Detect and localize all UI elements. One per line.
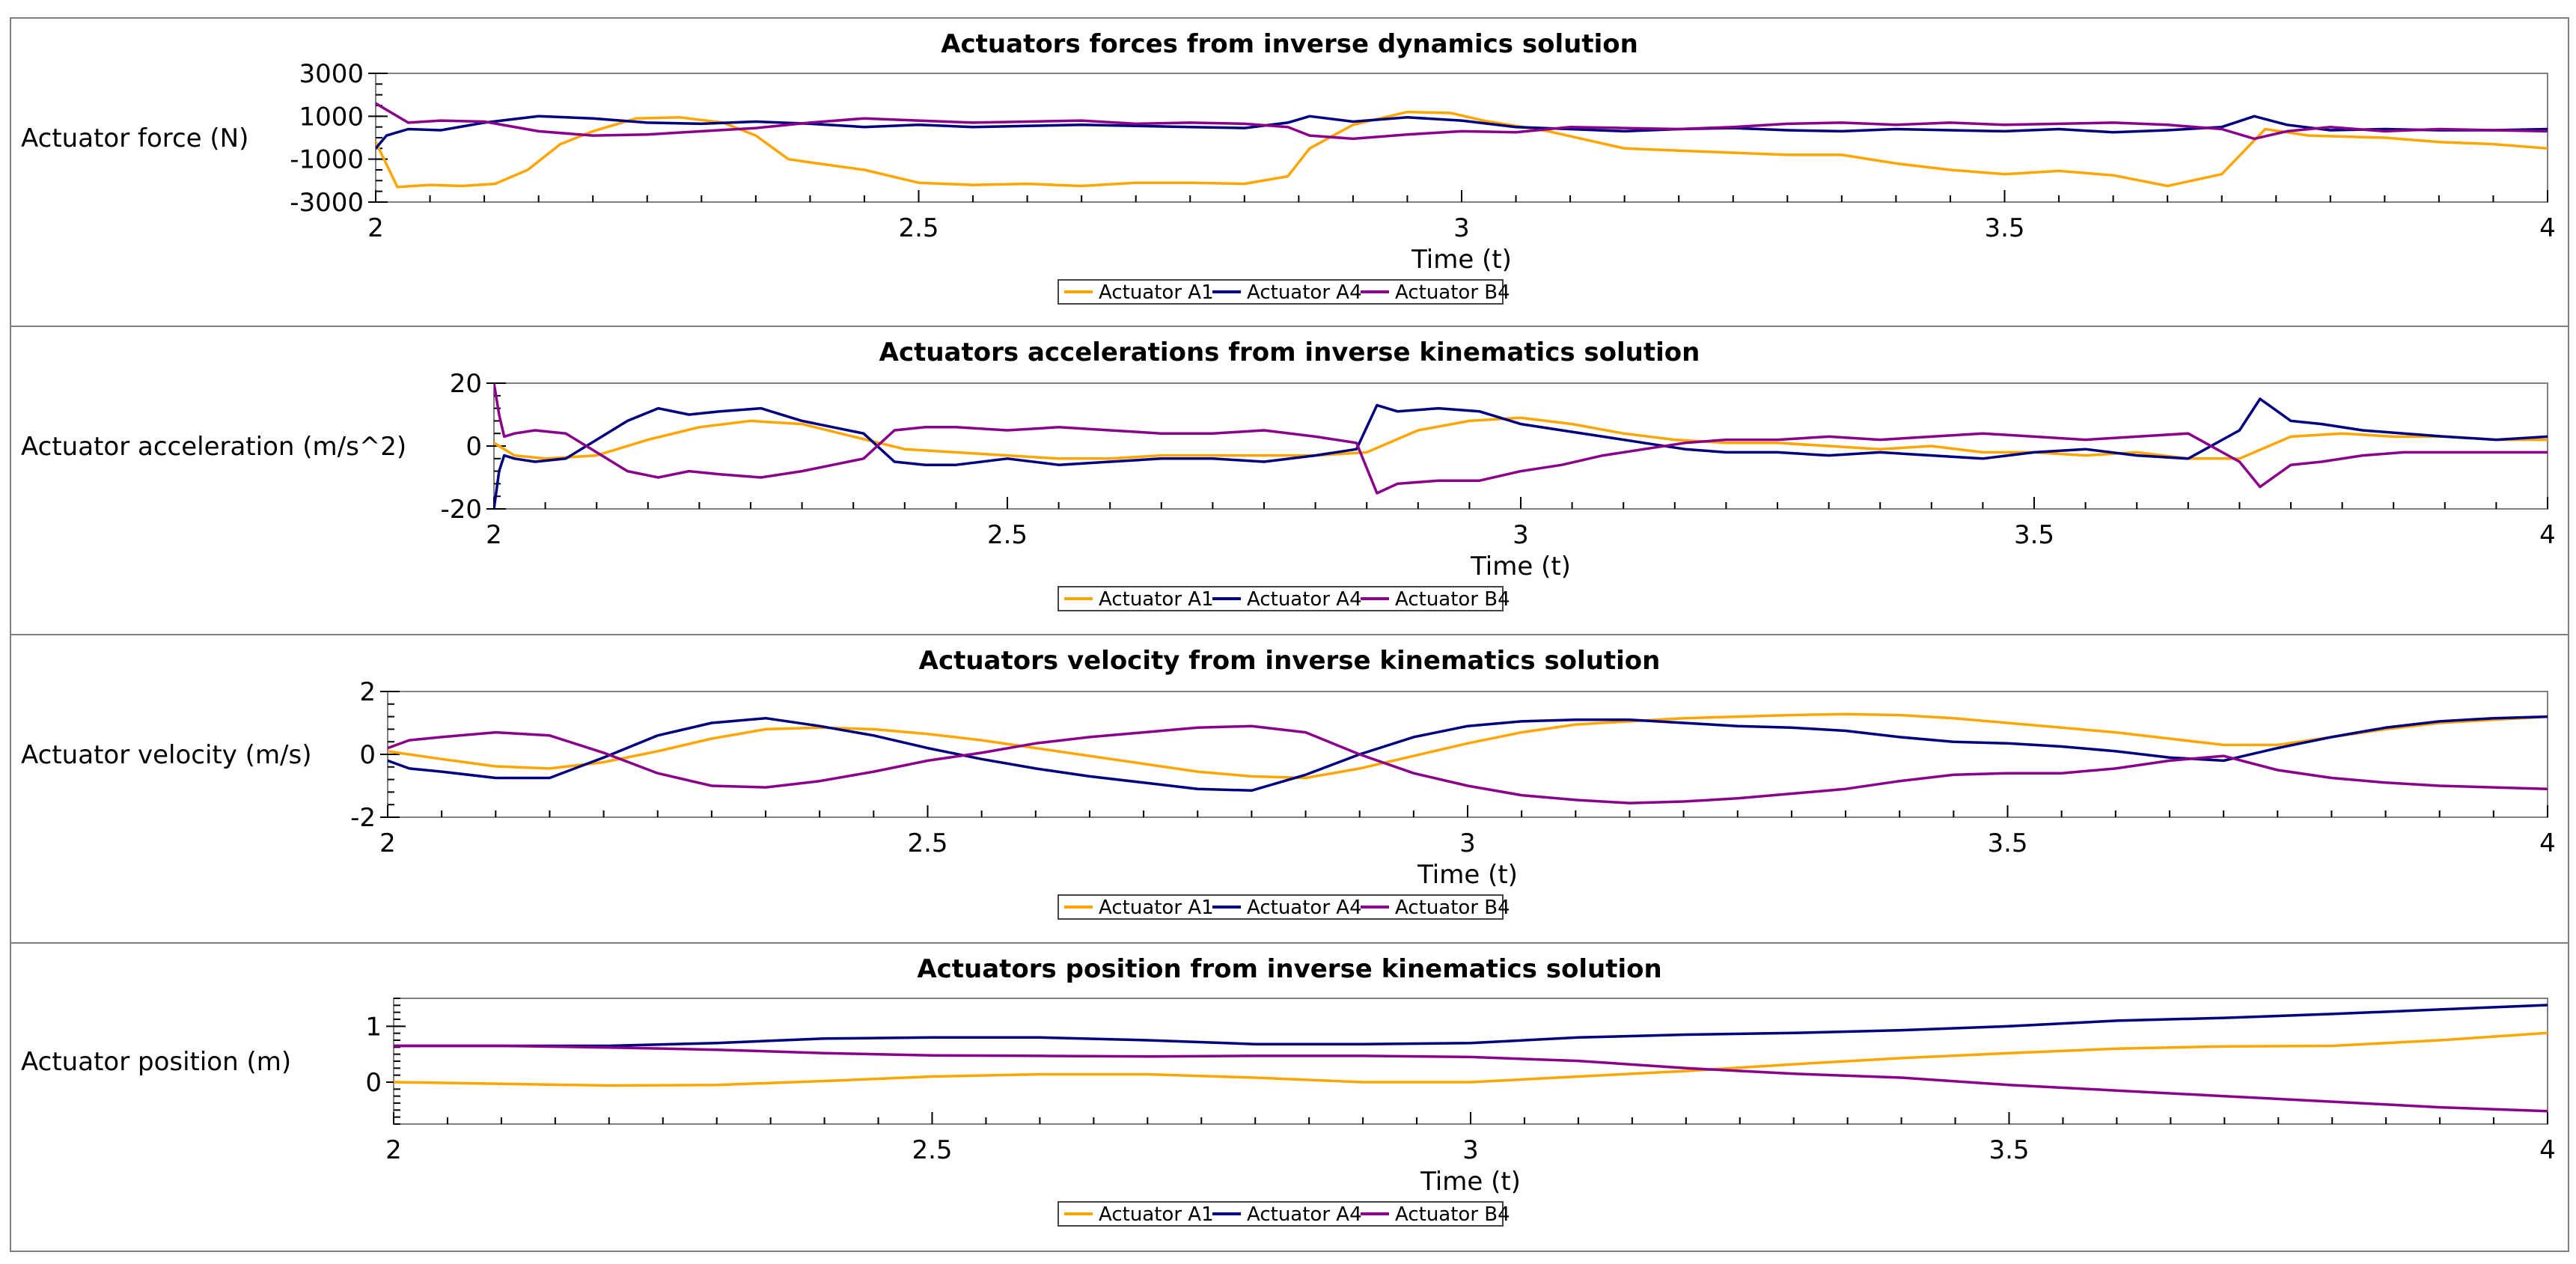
x-tick-label: 2 bbox=[385, 1135, 402, 1165]
legend-label: Actuator A4 bbox=[1247, 897, 1362, 919]
legend-label: Actuator A4 bbox=[1247, 588, 1362, 611]
legend: Actuator A1 Actuator A4 Actuator B4 bbox=[1057, 1201, 1510, 1227]
legend-label: Actuator A1 bbox=[1099, 281, 1214, 304]
series-line-actuator-b4 bbox=[494, 383, 2548, 495]
series-line-actuator-a1 bbox=[376, 110, 2548, 189]
y-tick-label: 2 bbox=[359, 677, 376, 707]
y-tick-label: -1000 bbox=[290, 145, 364, 175]
y-tick-label: 0 bbox=[466, 432, 482, 462]
panel-border bbox=[10, 942, 2569, 1252]
chart-panel-2: Actuators accelerations from inverse kin… bbox=[10, 326, 2569, 635]
y-tick-label: 1 bbox=[365, 1012, 382, 1042]
x-tick-label: 2.5 bbox=[898, 213, 938, 243]
series-group bbox=[394, 1004, 2548, 1113]
legend-label: Actuator A4 bbox=[1247, 281, 1362, 304]
y-tick-label: 1000 bbox=[299, 102, 364, 132]
legend-box bbox=[1057, 1201, 1504, 1227]
series-line-actuator-a1 bbox=[388, 712, 2548, 780]
x-axis-label: Time (t) bbox=[1420, 1167, 1521, 1197]
chart-title: Actuators position from inverse kinemati… bbox=[917, 954, 1661, 984]
series-line-actuator-b4 bbox=[376, 102, 2548, 141]
x-tick-label: 2.5 bbox=[987, 520, 1028, 550]
x-tick-label: 2.5 bbox=[912, 1135, 952, 1165]
y-tick-label: 0 bbox=[365, 1068, 382, 1098]
legend: Actuator A1 Actuator A4 Actuator B4 bbox=[1057, 894, 1510, 920]
legend-label: Actuator B4 bbox=[1395, 588, 1510, 611]
panel-border bbox=[10, 634, 2569, 944]
series-line-actuator-b4 bbox=[394, 1044, 2548, 1113]
y-axis-label: Actuator force (N) bbox=[21, 123, 248, 153]
x-tick-label: 3.5 bbox=[1989, 1135, 2029, 1165]
series-line-actuator-a1 bbox=[494, 416, 2548, 460]
legend-box bbox=[1057, 894, 1504, 920]
legend-label: Actuator A1 bbox=[1099, 588, 1214, 611]
legend-label: Actuator B4 bbox=[1395, 897, 1510, 919]
chart-panel-1: Actuators forces from inverse dynamics s… bbox=[10, 17, 2569, 327]
x-tick-label: 3 bbox=[1459, 828, 1476, 858]
x-tick-label: 2.5 bbox=[907, 828, 947, 858]
series-line-actuator-a4 bbox=[394, 1004, 2548, 1048]
legend-box bbox=[1057, 279, 1504, 305]
x-tick-label: 4 bbox=[2539, 1135, 2556, 1165]
series-group bbox=[388, 712, 2548, 804]
x-tick-label: 3 bbox=[1453, 213, 1470, 243]
x-axis-label: Time (t) bbox=[1417, 860, 1518, 890]
x-axis-label: Time (t) bbox=[1411, 245, 1512, 275]
legend-box bbox=[1057, 586, 1504, 611]
x-tick-label: 4 bbox=[2539, 520, 2556, 550]
legend-label: Actuator B4 bbox=[1395, 1203, 1510, 1226]
y-axis-label: Actuator velocity (m/s) bbox=[21, 740, 312, 770]
series-group bbox=[376, 102, 2548, 189]
x-tick-label: 3.5 bbox=[2014, 520, 2054, 550]
x-tick-label: 4 bbox=[2539, 213, 2556, 243]
legend-label: Actuator A1 bbox=[1099, 1203, 1214, 1226]
series-line-actuator-a4 bbox=[494, 397, 2548, 509]
legend-label: Actuator A4 bbox=[1247, 1203, 1362, 1226]
chart-title: Actuators accelerations from inverse kin… bbox=[879, 338, 1700, 367]
x-tick-label: 4 bbox=[2539, 828, 2556, 858]
x-tick-label: 3 bbox=[1513, 520, 1529, 550]
x-tick-label: 3.5 bbox=[1984, 213, 2024, 243]
x-tick-label: 3.5 bbox=[1987, 828, 2027, 858]
y-axis-label: Actuator position (m) bbox=[21, 1047, 291, 1077]
panel-border bbox=[10, 326, 2569, 635]
series-line-actuator-a4 bbox=[388, 715, 2548, 793]
y-tick-label: 20 bbox=[450, 369, 482, 399]
series-line-actuator-a1 bbox=[394, 1031, 2548, 1087]
legend: Actuator A1 Actuator A4 Actuator B4 bbox=[1057, 586, 1510, 611]
y-tick-label: -2 bbox=[350, 803, 376, 833]
y-tick-label: 3000 bbox=[299, 59, 364, 89]
y-tick-label: -3000 bbox=[290, 188, 364, 218]
y-tick-label: -20 bbox=[440, 495, 482, 525]
x-tick-label: 3 bbox=[1462, 1135, 1479, 1165]
x-axis-label: Time (t) bbox=[1470, 552, 1571, 581]
legend-label: Actuator B4 bbox=[1395, 281, 1510, 304]
x-tick-label: 2 bbox=[367, 213, 384, 243]
chart-panel-3: Actuators velocity from inverse kinemati… bbox=[10, 634, 2569, 944]
legend: Actuator A1 Actuator A4 Actuator B4 bbox=[1057, 279, 1510, 305]
legend-label: Actuator A1 bbox=[1099, 897, 1214, 919]
chart-title: Actuators velocity from inverse kinemati… bbox=[919, 646, 1661, 676]
chart-title: Actuators forces from inverse dynamics s… bbox=[941, 29, 1638, 59]
chart-panel-4: Actuators position from inverse kinemati… bbox=[10, 942, 2569, 1252]
x-tick-label: 2 bbox=[486, 520, 502, 550]
x-tick-label: 2 bbox=[379, 828, 396, 858]
series-line-actuator-b4 bbox=[388, 724, 2548, 804]
y-tick-label: 0 bbox=[359, 740, 376, 770]
series-group bbox=[494, 383, 2548, 509]
y-axis-label: Actuator acceleration (m/s^2) bbox=[21, 432, 406, 462]
